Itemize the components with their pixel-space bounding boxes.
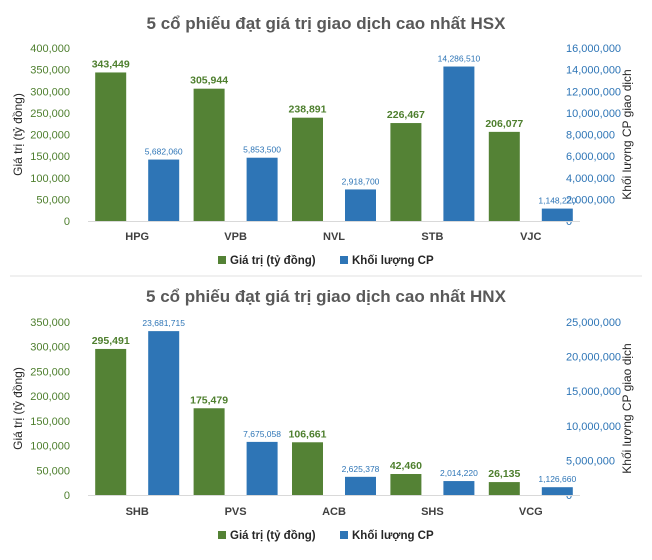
- left-axis-tick: 50,000: [36, 465, 70, 477]
- value-data-label: 206,077: [485, 118, 523, 130]
- volume-bar: [443, 481, 475, 495]
- right-axis-tick: 12,000,000: [566, 86, 621, 98]
- right-axis-tick: 15,000,000: [566, 386, 621, 398]
- category-label: VCG: [519, 506, 543, 518]
- value-data-label: 295,491: [92, 335, 130, 347]
- left-axis-tick: 300,000: [30, 342, 70, 354]
- volume-data-label: 5,853,500: [243, 145, 281, 155]
- volume-data-label: 2,625,378: [342, 464, 380, 474]
- category-label: VPB: [224, 231, 247, 243]
- right-axis-tick: 8,000,000: [566, 130, 615, 142]
- left-axis-label: Giá trị (tỷ đồng): [11, 367, 25, 450]
- volume-data-label: 1,126,660: [538, 474, 576, 484]
- value-bar: [95, 348, 127, 495]
- volume-data-label: 14,286,510: [438, 54, 481, 64]
- volume-data-label: 2,918,700: [342, 176, 380, 186]
- left-axis-tick: 300,000: [30, 86, 70, 98]
- legend-label-value: Giá trị (tỷ đồng): [230, 530, 316, 542]
- left-axis-tick: 100,000: [30, 173, 70, 185]
- right-axis-tick: 20,000,000: [566, 352, 621, 364]
- value-bar: [488, 131, 520, 221]
- left-axis-tick: 400,000: [30, 43, 70, 55]
- volume-bar: [246, 441, 278, 495]
- value-bar: [95, 72, 127, 221]
- volume-bar: [541, 208, 573, 221]
- legend-label-volume: Khối lượng CP: [352, 530, 434, 542]
- category-label: STB: [421, 231, 443, 243]
- legend-swatch-volume: [340, 531, 348, 539]
- right-axis-label: Khối lượng CP giao dịch: [620, 69, 634, 199]
- left-axis-tick: 100,000: [30, 441, 70, 453]
- left-axis-tick: 350,000: [30, 317, 70, 329]
- category-label: NVL: [323, 231, 345, 243]
- value-bar: [390, 474, 422, 495]
- value-data-label: 305,944: [190, 75, 228, 87]
- value-bar: [390, 123, 422, 221]
- volume-bar: [148, 331, 180, 495]
- category-label: SHB: [126, 506, 149, 518]
- value-data-label: 26,135: [488, 468, 520, 480]
- volume-bar: [246, 157, 278, 221]
- value-bar: [488, 482, 520, 495]
- legend-swatch-value: [218, 531, 226, 539]
- legend-label-volume: Khối lượng CP: [352, 255, 434, 267]
- legend-swatch-value: [218, 256, 226, 264]
- left-axis-tick: 150,000: [30, 151, 70, 163]
- right-axis-tick: 4,000,000: [566, 173, 615, 185]
- volume-bar: [443, 66, 475, 222]
- value-bar: [292, 117, 323, 221]
- value-bar: [193, 88, 225, 221]
- volume-data-label: 7,675,058: [243, 429, 281, 439]
- value-data-label: 106,661: [289, 428, 327, 440]
- left-axis-tick: 250,000: [30, 366, 70, 378]
- value-data-label: 175,479: [190, 394, 228, 406]
- right-axis-tick: 5,000,000: [566, 455, 615, 467]
- right-axis-tick: 6,000,000: [566, 151, 615, 163]
- right-axis-tick: 10,000,000: [566, 108, 621, 120]
- value-data-label: 343,449: [92, 58, 130, 70]
- category-label: HPG: [125, 231, 149, 243]
- chart-title: 5 cổ phiếu đạt giá trị giao dịch cao nhấ…: [147, 14, 507, 33]
- category-label: ACB: [322, 506, 346, 518]
- value-bar: [193, 408, 225, 495]
- category-label: PVS: [225, 506, 247, 518]
- value-bar: [292, 442, 323, 495]
- right-axis-tick: 10,000,000: [566, 421, 621, 433]
- left-axis-tick: 0: [64, 216, 70, 228]
- right-axis-label: Khối lượng CP giao dịch: [620, 343, 634, 473]
- left-axis-tick: 150,000: [30, 416, 70, 428]
- volume-bar: [345, 476, 376, 495]
- value-data-label: 226,467: [387, 109, 425, 121]
- category-label: VJC: [520, 231, 541, 243]
- value-data-label: 42,460: [390, 460, 422, 472]
- chart-title: 5 cổ phiếu đạt giá trị giao dịch cao nhấ…: [146, 287, 507, 306]
- legend-swatch-volume: [340, 256, 348, 264]
- volume-bar: [148, 159, 180, 221]
- left-axis-tick: 0: [64, 490, 70, 502]
- value-data-label: 238,891: [289, 104, 327, 116]
- volume-data-label: 5,682,060: [145, 147, 183, 157]
- right-axis-tick: 14,000,000: [566, 65, 621, 77]
- left-axis-tick: 350,000: [30, 65, 70, 77]
- category-label: SHS: [421, 506, 444, 518]
- left-axis-tick: 200,000: [30, 130, 70, 142]
- left-axis-tick: 50,000: [36, 194, 70, 206]
- volume-bar: [541, 487, 573, 495]
- right-axis-tick: 2,000,000: [566, 194, 615, 206]
- legend-label-value: Giá trị (tỷ đồng): [230, 255, 316, 267]
- volume-bar: [345, 189, 376, 221]
- volume-data-label: 2,014,220: [440, 468, 478, 478]
- volume-data-label: 23,681,715: [142, 318, 185, 328]
- volume-data-label: 1,148,220: [538, 196, 576, 206]
- left-axis-label: Giá trị (tỷ đồng): [11, 93, 25, 176]
- right-axis-tick: 16,000,000: [566, 43, 621, 55]
- right-axis-tick: 25,000,000: [566, 317, 621, 329]
- left-axis-tick: 250,000: [30, 108, 70, 120]
- left-axis-tick: 200,000: [30, 391, 70, 403]
